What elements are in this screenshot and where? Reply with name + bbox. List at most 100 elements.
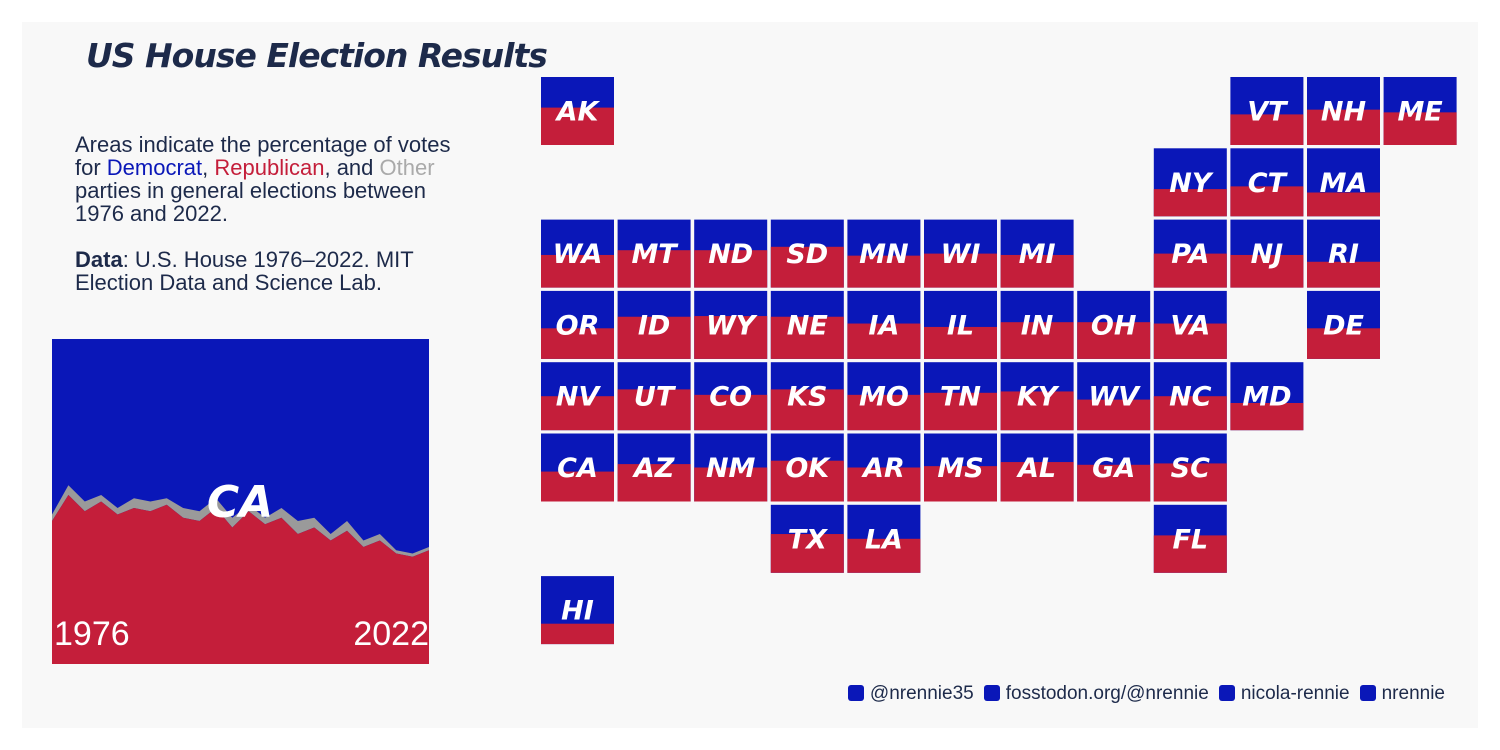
tile-label: KY [1017, 382, 1060, 413]
tile-label: HI [561, 596, 594, 627]
tile-republican [694, 316, 768, 359]
tile-republican [1077, 322, 1151, 359]
tile-republican [694, 467, 768, 502]
tile-label: WV [1088, 382, 1141, 413]
tile-label: VT [1247, 97, 1289, 128]
footer-text: fosstodon.org/@nrennie [1005, 683, 1209, 704]
tile-label: FL [1172, 524, 1208, 555]
footer-item: fosstodon.org/@nrennie [983, 683, 1209, 705]
source-text: : U.S. House 1976–2022. MIT Election Dat… [75, 247, 414, 295]
tile-label: RI [1328, 239, 1359, 270]
footer-icon [983, 685, 1000, 701]
footer-text: nrennie [1381, 683, 1445, 704]
footer-icon [1359, 685, 1376, 701]
tile-republican [1153, 253, 1227, 288]
tile-republican [1153, 463, 1227, 502]
tile-republican [847, 538, 921, 573]
tile-label: OR [556, 310, 600, 341]
title: US House Election Results [86, 36, 548, 75]
tile-label: GA [1092, 453, 1135, 484]
tile-republican [770, 460, 844, 502]
tile-republican [541, 254, 614, 288]
footer-icon [847, 685, 864, 701]
tile-republican [924, 326, 997, 359]
tile-republican [617, 464, 691, 502]
tile-label: PA [1171, 239, 1209, 270]
tile-republican [1230, 403, 1304, 431]
tile-label: CA [557, 453, 598, 484]
tile-label: MS [937, 453, 983, 484]
description-text: parties in general elections between 197… [75, 178, 427, 226]
tile-republican [847, 394, 921, 431]
tile-republican [847, 255, 921, 288]
tile-label: MT [631, 239, 679, 270]
tile-republican [924, 466, 997, 502]
state-label: CA [207, 477, 273, 528]
tile-republican [1153, 189, 1227, 217]
source-label: Data [75, 247, 123, 272]
tile-republican [1307, 109, 1380, 145]
tile-label: LA [865, 524, 903, 555]
tile-label: NV [556, 382, 602, 413]
footer-item: @nrennie35 [847, 683, 974, 705]
tile-label: NC [1169, 382, 1212, 413]
tile-republican [924, 392, 997, 431]
tile-republican [1077, 464, 1151, 502]
tile-label: ME [1397, 97, 1443, 128]
tile-republican [1383, 112, 1457, 145]
description: Areas indicate the percentage of votes f… [75, 133, 465, 225]
footer-item: nrennie [1359, 683, 1445, 705]
tile-label: WY [706, 310, 758, 341]
tile-label: MI [1019, 239, 1056, 270]
tile-republican [770, 316, 844, 359]
tile-republican [847, 467, 921, 502]
tile-label: IA [868, 310, 899, 341]
footer: @nrennie35 fosstodon.org/@nrennie nicola-r… [847, 683, 1445, 705]
tile-republican [694, 250, 768, 288]
description-text: , and [324, 155, 380, 180]
tile-label: NM [706, 453, 756, 484]
tile-label: AR [861, 453, 905, 484]
other-area [52, 485, 429, 557]
description-text: Areas indicate the percentage of votes f… [75, 132, 451, 180]
tile-republican [770, 246, 844, 288]
tile-label: AZ [632, 453, 675, 484]
source: Data: U.S. House 1976–2022. MIT Election… [75, 248, 465, 294]
tile-republican [1000, 462, 1074, 502]
tile-republican [1307, 192, 1380, 217]
tile-republican [617, 250, 691, 288]
tile-republican [1307, 328, 1380, 359]
tile-republican [617, 316, 691, 359]
tile-label: SC [1171, 453, 1210, 484]
tile-label: OK [785, 453, 831, 484]
tile-label: OH [1091, 310, 1137, 341]
tile-label: ID [638, 310, 670, 341]
tile-label: VA [1170, 310, 1210, 341]
tile-label: WI [941, 239, 981, 270]
year-label: 2022 [353, 615, 429, 653]
tile-label: IN [1021, 310, 1054, 341]
tile-label: DE [1323, 310, 1364, 341]
footer-item: nicola-rennie [1218, 683, 1350, 705]
tile-republican [1077, 399, 1151, 431]
tile-label: AL [1016, 453, 1056, 484]
tile-republican [1000, 254, 1074, 288]
footer-text: nicola-rennie [1240, 683, 1350, 704]
footer-icon [1218, 685, 1235, 701]
footer-text: @nrennie35 [869, 683, 974, 704]
tile-republican [924, 253, 997, 288]
tile-label: UT [634, 382, 677, 413]
tile-republican [1000, 322, 1074, 359]
year-label: 1976 [54, 615, 130, 653]
tile-republican [1153, 535, 1227, 573]
tile-republican [1307, 261, 1380, 288]
tile-label: NJ [1251, 239, 1284, 270]
tile-republican [541, 328, 614, 359]
tile-label: NY [1169, 168, 1214, 199]
tile-republican [694, 394, 768, 431]
tile-republican [770, 389, 844, 431]
tile-label: CO [709, 382, 752, 413]
tile-republican [1000, 391, 1074, 431]
